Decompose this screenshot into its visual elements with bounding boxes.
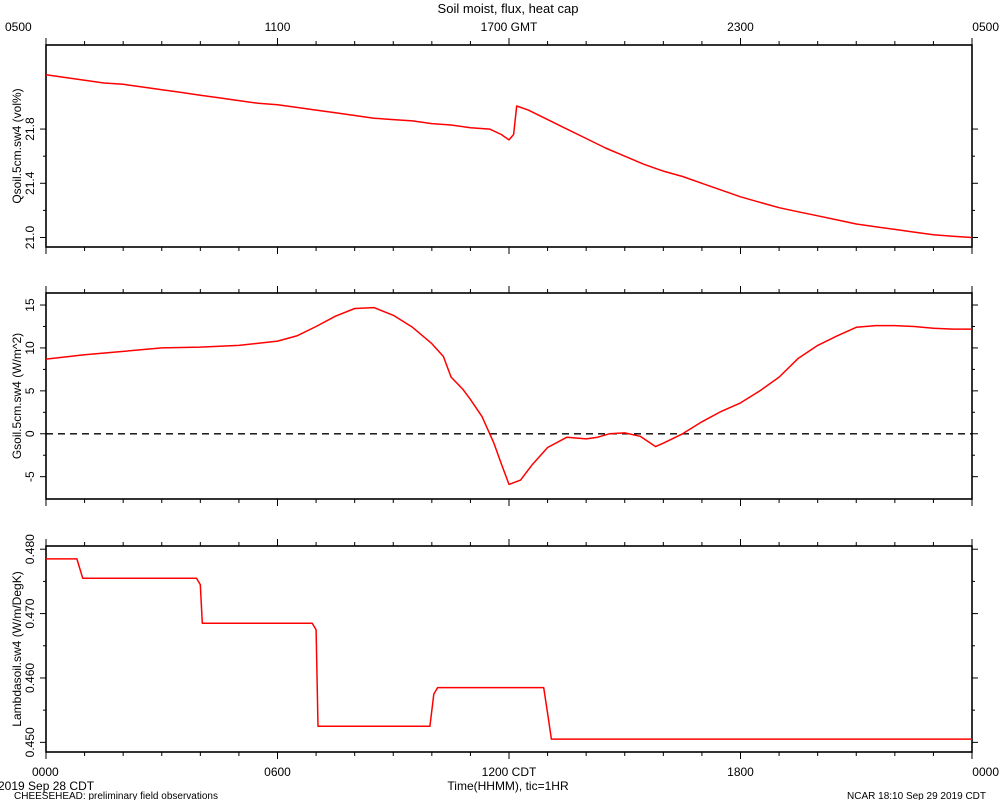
y-tick-label: 21.8 — [23, 117, 37, 141]
y-axis-label: Lambdasoil.sw4 (W/m/DegK) — [10, 571, 24, 726]
series-line — [45, 306, 972, 486]
y-tick-label: 0.470 — [23, 598, 37, 628]
bottom-axis-tick-label: 0000 — [32, 765, 59, 779]
plot-frame — [45, 44, 973, 248]
y-axis-label: Gsoil.5cm.sw4 (W/m^2) — [10, 333, 24, 459]
bottom-axis-tick-label: 0000 — [972, 765, 999, 779]
bottom-axis-tick-label: 1800 — [727, 765, 754, 779]
y-tick-label: 21.4 — [23, 171, 37, 195]
y-tick-label: 0.460 — [23, 663, 37, 693]
y-tick-label: 5 — [23, 387, 37, 394]
bottom-axis-tick-label: 1200 CDT — [482, 765, 537, 779]
y-tick-label: -5 — [23, 471, 37, 482]
chart-title: Soil moist, flux, heat cap — [438, 1, 579, 16]
y-tick-label: 21.0 — [23, 226, 37, 250]
top-axis-tick-label: 2300 — [727, 20, 754, 34]
y-tick-label: 15 — [23, 298, 37, 312]
top-axis-tick-label: 0500 — [5, 20, 32, 34]
soil-conductivity-panel: 0.450 0.460 0.470 0.480 Lambdasoil.sw4 (W/m/… — [10, 534, 978, 759]
y-tick-label: 0 — [23, 430, 37, 437]
top-axis-tick-label: 1700 GMT — [481, 20, 538, 34]
date-label: 2019 Sep 28 CDT — [0, 779, 95, 793]
y-tick-label: 0.450 — [23, 727, 37, 757]
series-line — [45, 74, 973, 239]
bottom-axis-tick-label: 0600 — [264, 765, 291, 779]
series-line — [46, 558, 972, 740]
plot-frame — [45, 545, 973, 753]
x-axis-label: Time(HHMM), tic=1HR — [447, 779, 569, 793]
y-tick-label: 10 — [23, 341, 37, 355]
footer-left: CHEESEHEAD: preliminary field observatio… — [14, 791, 218, 800]
bottom-time-axis: 0000 0600 1200 CDT 1800 0000 — [32, 765, 999, 779]
top-axis-tick-label: 0500 — [972, 20, 999, 34]
soil-heat-flux-panel: -5 0 5 10 15 Gsoil.5cm.sw4 (W/m^2) — [10, 286, 978, 506]
top-time-axis: 0500 1100 1700 GMT 2300 0500 — [5, 20, 999, 34]
plot-frame — [45, 292, 973, 500]
footer-right: NCAR 18:10 Sep 29 2019 CDT — [847, 791, 986, 800]
y-axis-label: Qsoil.5cm.sw4 (vol%) — [10, 88, 24, 203]
top-axis-tick-label: 1100 — [265, 20, 291, 34]
y-tick-label: 0.480 — [23, 534, 37, 564]
